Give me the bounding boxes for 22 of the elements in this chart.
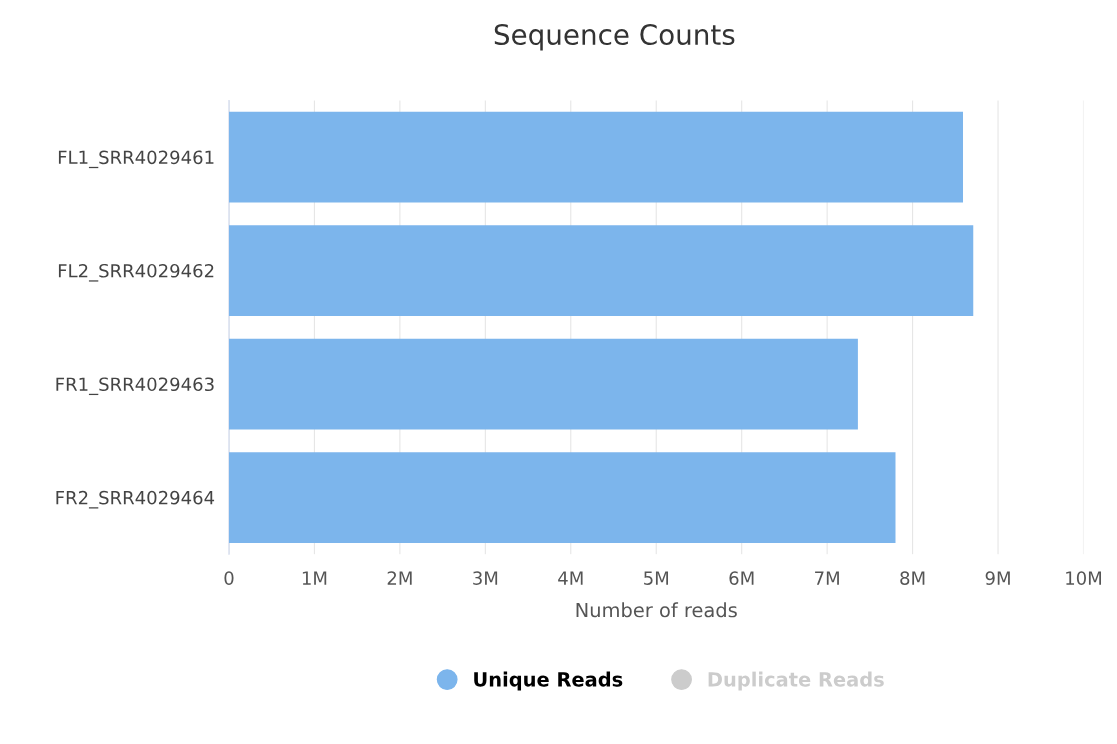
chart-title: Sequence Counts (494, 24, 735, 51)
y-tick-label: FL2_SRR4029462 (58, 263, 214, 282)
bar (228, 338, 858, 430)
legend-label: Unique Reads (474, 671, 623, 691)
bar (228, 111, 963, 203)
x-tick-label: 1M (302, 571, 327, 585)
x-tick-label: 5M (644, 571, 669, 585)
y-tick-label: FL1_SRR4029461 (58, 150, 214, 169)
x-tick-label: 7M (815, 571, 839, 585)
x-tick-label: 10M (1066, 571, 1101, 585)
x-tick-label: 8M (900, 571, 925, 585)
bar (228, 225, 974, 317)
x-tick-label: 3M (473, 571, 498, 585)
x-axis-title: Number of reads (576, 602, 737, 618)
x-tick-label: 9M (985, 571, 1010, 585)
x-tick-label: 0 (224, 571, 234, 585)
x-tick-label: 6M (729, 571, 754, 585)
y-tick-label: FR2_SRR4029464 (56, 490, 215, 509)
y-tick-label: FR1_SRR4029463 (56, 377, 214, 396)
x-tick-label: 4M (558, 571, 583, 585)
x-tick-label: 2M (387, 571, 412, 585)
bar (228, 452, 896, 543)
